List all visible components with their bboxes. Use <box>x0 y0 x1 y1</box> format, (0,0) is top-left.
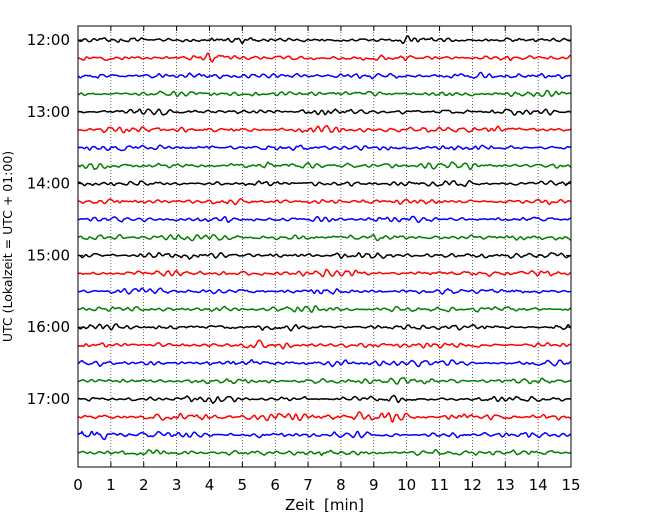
trace-1545 <box>77 305 572 313</box>
trace-1300 <box>77 108 572 116</box>
trace-1430 <box>77 215 572 224</box>
x-tick-label: 7 <box>303 476 313 494</box>
trace-1315 <box>77 125 572 134</box>
x-tick-label: 11 <box>430 476 449 494</box>
trace-1345 <box>77 161 572 171</box>
x-tick-label: 9 <box>369 476 379 494</box>
x-tick-label: 8 <box>336 476 346 494</box>
x-tick-label: 3 <box>172 476 182 494</box>
trace-1445 <box>77 233 572 242</box>
y-tick-label: 12:00 <box>27 31 70 49</box>
y-tick-label: 16:00 <box>27 318 70 336</box>
x-tick-label: 12 <box>463 476 482 494</box>
trace-1730 <box>77 430 572 441</box>
trace-1645 <box>77 377 572 385</box>
x-tick-label: 5 <box>238 476 248 494</box>
trace-1530 <box>77 287 572 295</box>
trace-1200 <box>77 35 572 45</box>
trace-1230 <box>77 71 572 80</box>
trace-1400 <box>77 179 572 188</box>
x-tick-label: 6 <box>270 476 280 494</box>
trace-1330 <box>77 144 572 152</box>
trace-1600 <box>77 323 572 332</box>
trace-1500 <box>77 251 572 260</box>
x-tick-label: 10 <box>397 476 416 494</box>
x-tick-label: 1 <box>106 476 116 494</box>
y-tick-label: 15:00 <box>27 246 70 264</box>
y-axis-label: UTC (Lokalzeit = UTC + 01:00) <box>0 151 15 342</box>
trace-1615 <box>77 339 572 350</box>
x-tick-label: 13 <box>496 476 515 494</box>
y-tick-label: 17:00 <box>27 390 70 408</box>
x-tick-label: 2 <box>139 476 149 494</box>
x-tick-label: 14 <box>529 476 548 494</box>
trace-1515 <box>77 268 572 278</box>
plot-frame <box>77 25 572 468</box>
x-axis-label: Zeit [min] <box>285 496 364 514</box>
x-tick-label: 0 <box>73 476 83 494</box>
trace-lines <box>77 35 572 457</box>
trace-1415 <box>77 198 572 206</box>
trace-1215 <box>77 52 572 63</box>
trace-1715 <box>77 411 572 423</box>
x-tick-label: 15 <box>561 476 580 494</box>
trace-1745 <box>77 449 572 457</box>
x-axis: 0 1 2 3 4 5 6 7 8 9 10 11 12 13 14 15 <box>73 26 581 494</box>
trace-1700 <box>77 394 572 404</box>
trace-1630 <box>77 358 572 368</box>
x-tick-label: 4 <box>205 476 215 494</box>
y-tick-label: 13:00 <box>27 103 70 121</box>
y-tick-label: 14:00 <box>27 175 70 193</box>
y-axis: 12:00 13:00 14:00 15:00 16:00 17:00 <box>27 31 571 408</box>
trace-1245 <box>77 89 572 98</box>
